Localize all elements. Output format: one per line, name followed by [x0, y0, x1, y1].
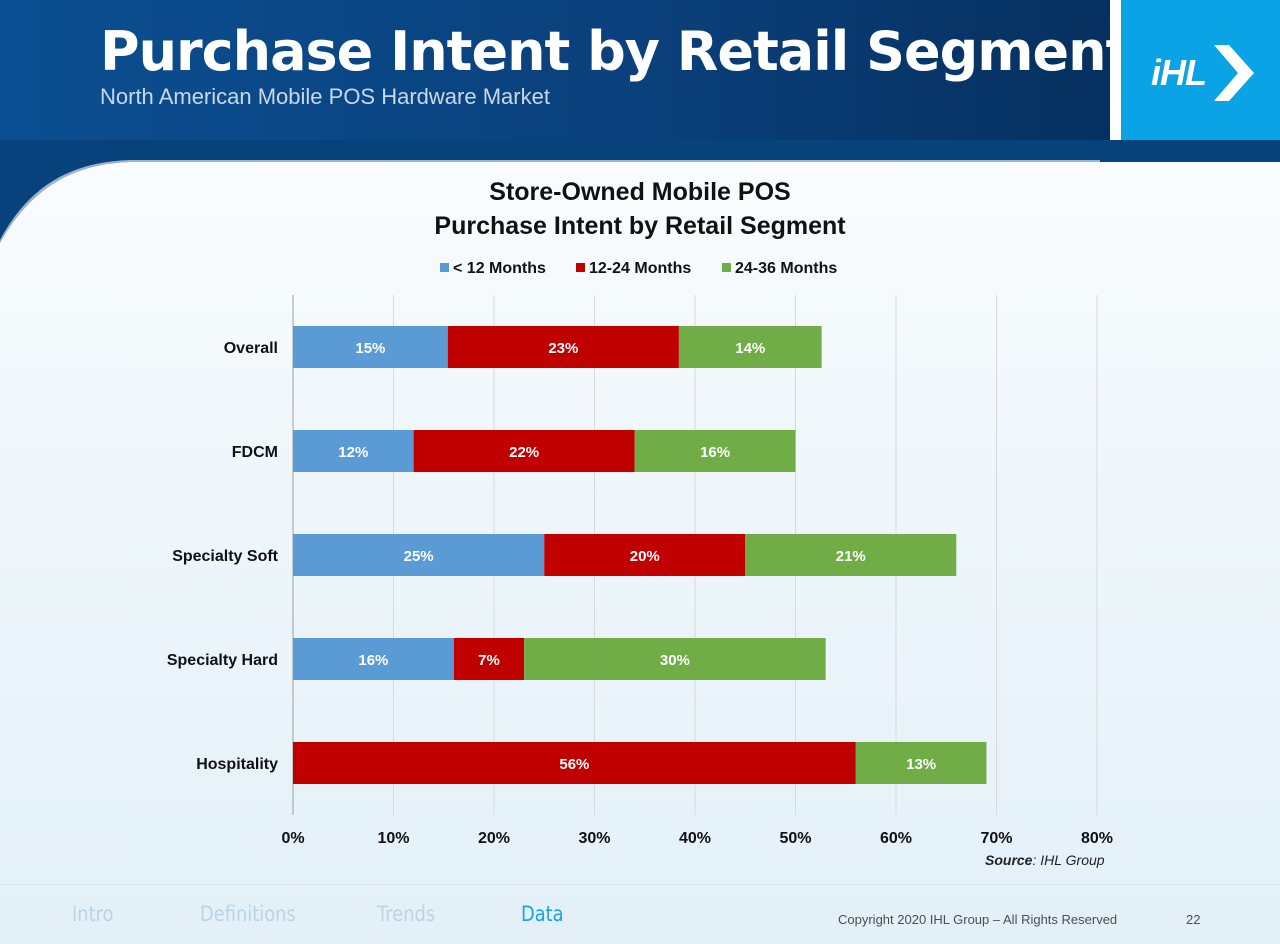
data-label: 56%: [559, 756, 589, 773]
bar-segment: [678, 326, 822, 368]
nav-trends[interactable]: Trends: [377, 902, 436, 926]
nav-definitions[interactable]: Definitions: [200, 902, 296, 926]
category-label: FDCM: [232, 444, 278, 461]
bar-segment: [634, 430, 796, 472]
bar-segment: [447, 326, 679, 368]
bar-segment: [293, 742, 856, 784]
bar-segment: [745, 534, 957, 576]
data-label: 21%: [836, 548, 866, 565]
data-label: 16%: [358, 652, 388, 669]
x-tick-label: 10%: [377, 830, 409, 847]
data-label: 7%: [478, 652, 500, 669]
category-label: Specialty Soft: [172, 548, 278, 565]
data-label: 20%: [630, 548, 660, 565]
bar-segment: [293, 534, 545, 576]
chart-legend: < 12 Months 12-24 Months 24-36 Months: [440, 260, 837, 277]
chart-bars: 15% 23% 14% 12% 22% 16% 25% 20% 21% 16% 7% 30% 56% 13…: [293, 326, 987, 784]
logo-text: iHL: [1151, 52, 1207, 93]
copyright: Copyright 2020 IHL Group – All Rights Re…: [838, 912, 1118, 927]
x-tick-label: 20%: [478, 830, 510, 847]
data-label: 12%: [338, 444, 368, 461]
chevron-right-icon: [1214, 45, 1254, 101]
data-label: 25%: [404, 548, 434, 565]
category-label: Hospitality: [196, 756, 278, 773]
x-tick-label: 40%: [679, 830, 711, 847]
nav-data[interactable]: Data: [521, 902, 564, 926]
legend-swatch: [440, 263, 449, 272]
x-axis-labels: 0% 10% 20% 30% 40% 50% 60% 70% 80%: [281, 830, 1113, 847]
x-tick-label: 60%: [880, 830, 912, 847]
x-tick-label: 80%: [1081, 830, 1113, 847]
bar-segment: [293, 638, 454, 680]
legend-label: 12-24 Months: [589, 260, 691, 277]
data-label: 16%: [700, 444, 730, 461]
x-tick-label: 0%: [281, 830, 304, 847]
x-tick-label: 30%: [578, 830, 610, 847]
category-labels: Overall FDCM Specialty Soft Specialty Hard H…: [167, 340, 279, 773]
x-tick-label: 70%: [980, 830, 1012, 847]
bar-segment: [524, 638, 826, 680]
legend-swatch: [722, 263, 731, 272]
page-title: Purchase Intent by Retail Segment: [100, 20, 1131, 83]
data-label: 22%: [509, 444, 539, 461]
footer-divider: [0, 884, 1280, 885]
bar-segment: [413, 430, 635, 472]
legend-label: 24-36 Months: [735, 260, 837, 277]
page-subtitle: North American Mobile POS Hardware Marke…: [100, 84, 550, 109]
chart-title: Store-Owned Mobile POS: [489, 178, 791, 206]
source-note: Source: IHL Group: [985, 852, 1105, 868]
x-tick-label: 50%: [779, 830, 811, 847]
data-label: 30%: [660, 652, 690, 669]
page-number: 22: [1186, 912, 1201, 927]
chart-subtitle: Purchase Intent by Retail Segment: [434, 212, 846, 240]
data-label: 14%: [735, 340, 765, 357]
header-banner: [0, 0, 1110, 162]
ihl-logo: iHL: [1121, 0, 1280, 162]
decorative-curve: [0, 140, 1280, 243]
category-label: Specialty Hard: [167, 652, 278, 669]
data-label: 13%: [906, 756, 936, 773]
data-label: 23%: [548, 340, 578, 357]
data-label: 15%: [355, 340, 385, 357]
bar-segment: [293, 326, 448, 368]
category-label: Overall: [224, 340, 278, 357]
legend-label: < 12 Months: [453, 260, 546, 277]
bar-segment: [544, 534, 746, 576]
nav-intro[interactable]: Intro: [72, 902, 114, 926]
bar-segment: [293, 430, 414, 472]
source-text: : IHL Group: [1032, 852, 1105, 868]
source-label: Source: [985, 852, 1033, 868]
legend-swatch: [576, 263, 585, 272]
bar-segment: [453, 638, 525, 680]
bar-segment: [855, 742, 987, 784]
